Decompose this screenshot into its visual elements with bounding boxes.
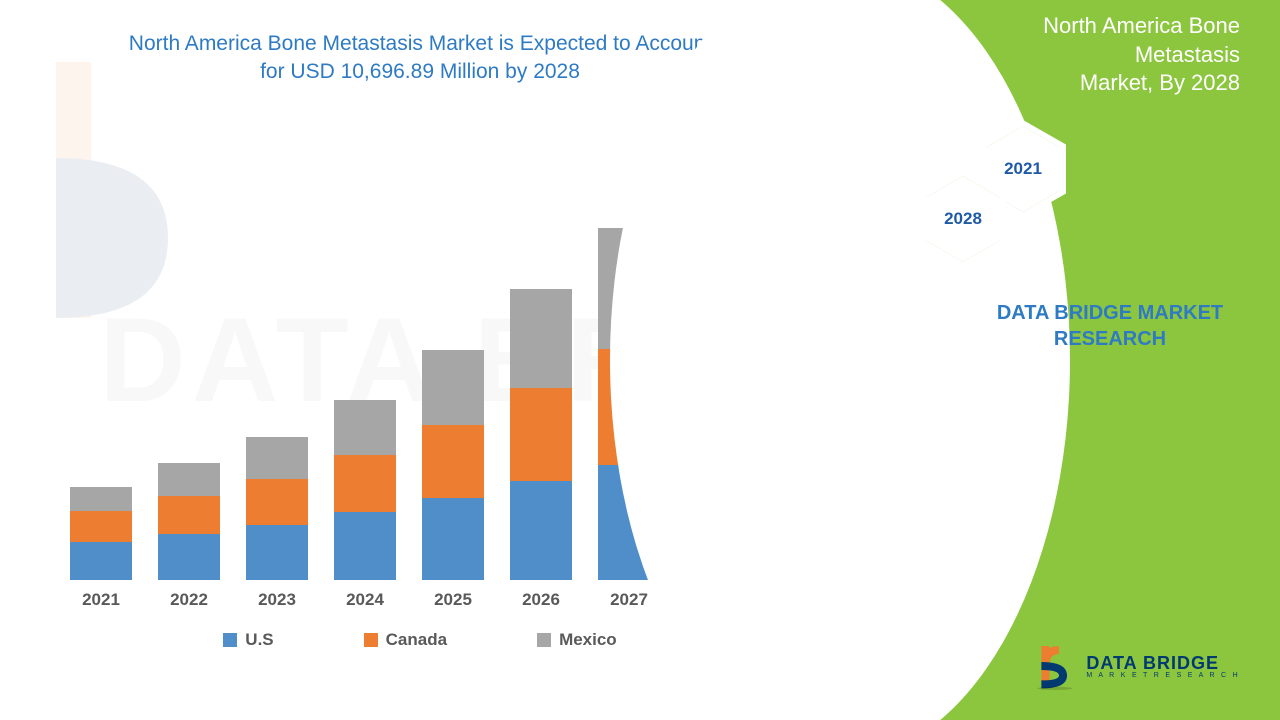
legend-item: Canada [364, 630, 447, 650]
bar-segment [70, 542, 132, 581]
chart-title: North America Bone Metastasis Market is … [60, 20, 780, 87]
brand-text: DATA BRIDGE MARKET RESEARCH [980, 300, 1240, 352]
legend-label: Mexico [559, 630, 617, 650]
legend-swatch [223, 633, 237, 647]
bar-segment [158, 534, 220, 580]
logo-mark-icon [1034, 642, 1076, 690]
logo: DATA BRIDGE M A R K E T R E S E A R C H [1034, 642, 1240, 690]
hexagon-group: 2021 2028 [910, 140, 1090, 280]
bar-segment [246, 479, 308, 525]
x-axis-label: 2024 [346, 590, 384, 610]
legend-item: Mexico [537, 630, 617, 650]
bar-segment [70, 511, 132, 542]
logo-sub-text: M A R K E T R E S E A R C H [1086, 672, 1240, 679]
right-title-line1: North America Bone Metastasis [1043, 13, 1240, 67]
bar-segment [334, 400, 396, 455]
bar-segment [246, 437, 308, 479]
right-panel: North America Bone Metastasis Market, By… [840, 0, 1280, 720]
x-axis-label: 2021 [82, 590, 120, 610]
bar-segment [510, 388, 572, 482]
bar-segment [334, 512, 396, 580]
bar-segment [70, 487, 132, 511]
bar-segment [422, 498, 484, 581]
chart-title-line2: for USD 10,696.89 Million by 2028 [260, 60, 580, 83]
bar-segment [422, 425, 484, 498]
x-axis-label: 2027 [610, 590, 648, 610]
x-axis-label: 2026 [522, 590, 560, 610]
x-axis-label: 2025 [434, 590, 472, 610]
legend-item: U.S [223, 630, 273, 650]
x-axis-label: 2022 [170, 590, 208, 610]
bar-group: 2021 [70, 487, 132, 580]
bar-group: 2023 [246, 437, 308, 580]
right-title-line2: Market, By 2028 [1080, 70, 1240, 95]
bar-segment [246, 525, 308, 580]
chart-title-line1: North America Bone Metastasis Market is … [129, 32, 711, 55]
legend-swatch [364, 633, 378, 647]
bar-group: 2024 [334, 400, 396, 580]
bar-group: 2025 [422, 350, 484, 580]
brand-line2: RESEARCH [1054, 328, 1166, 350]
bar-group: 2022 [158, 463, 220, 580]
bar-group: 2026 [510, 289, 572, 581]
x-axis-label: 2023 [258, 590, 296, 610]
logo-main-text: DATA BRIDGE [1086, 654, 1240, 672]
bar-segment [510, 289, 572, 388]
bar-segment [422, 350, 484, 425]
bar-segment [158, 496, 220, 533]
right-panel-title: North America Bone Metastasis Market, By… [840, 12, 1250, 98]
hexagon-front-label: 2028 [926, 176, 1000, 262]
bar-segment [510, 481, 572, 580]
legend-label: Canada [386, 630, 447, 650]
legend-swatch [537, 633, 551, 647]
bar-segment [158, 463, 220, 496]
legend-label: U.S [245, 630, 273, 650]
bar-segment [334, 455, 396, 512]
brand-line1: DATA BRIDGE MARKET [997, 302, 1223, 324]
